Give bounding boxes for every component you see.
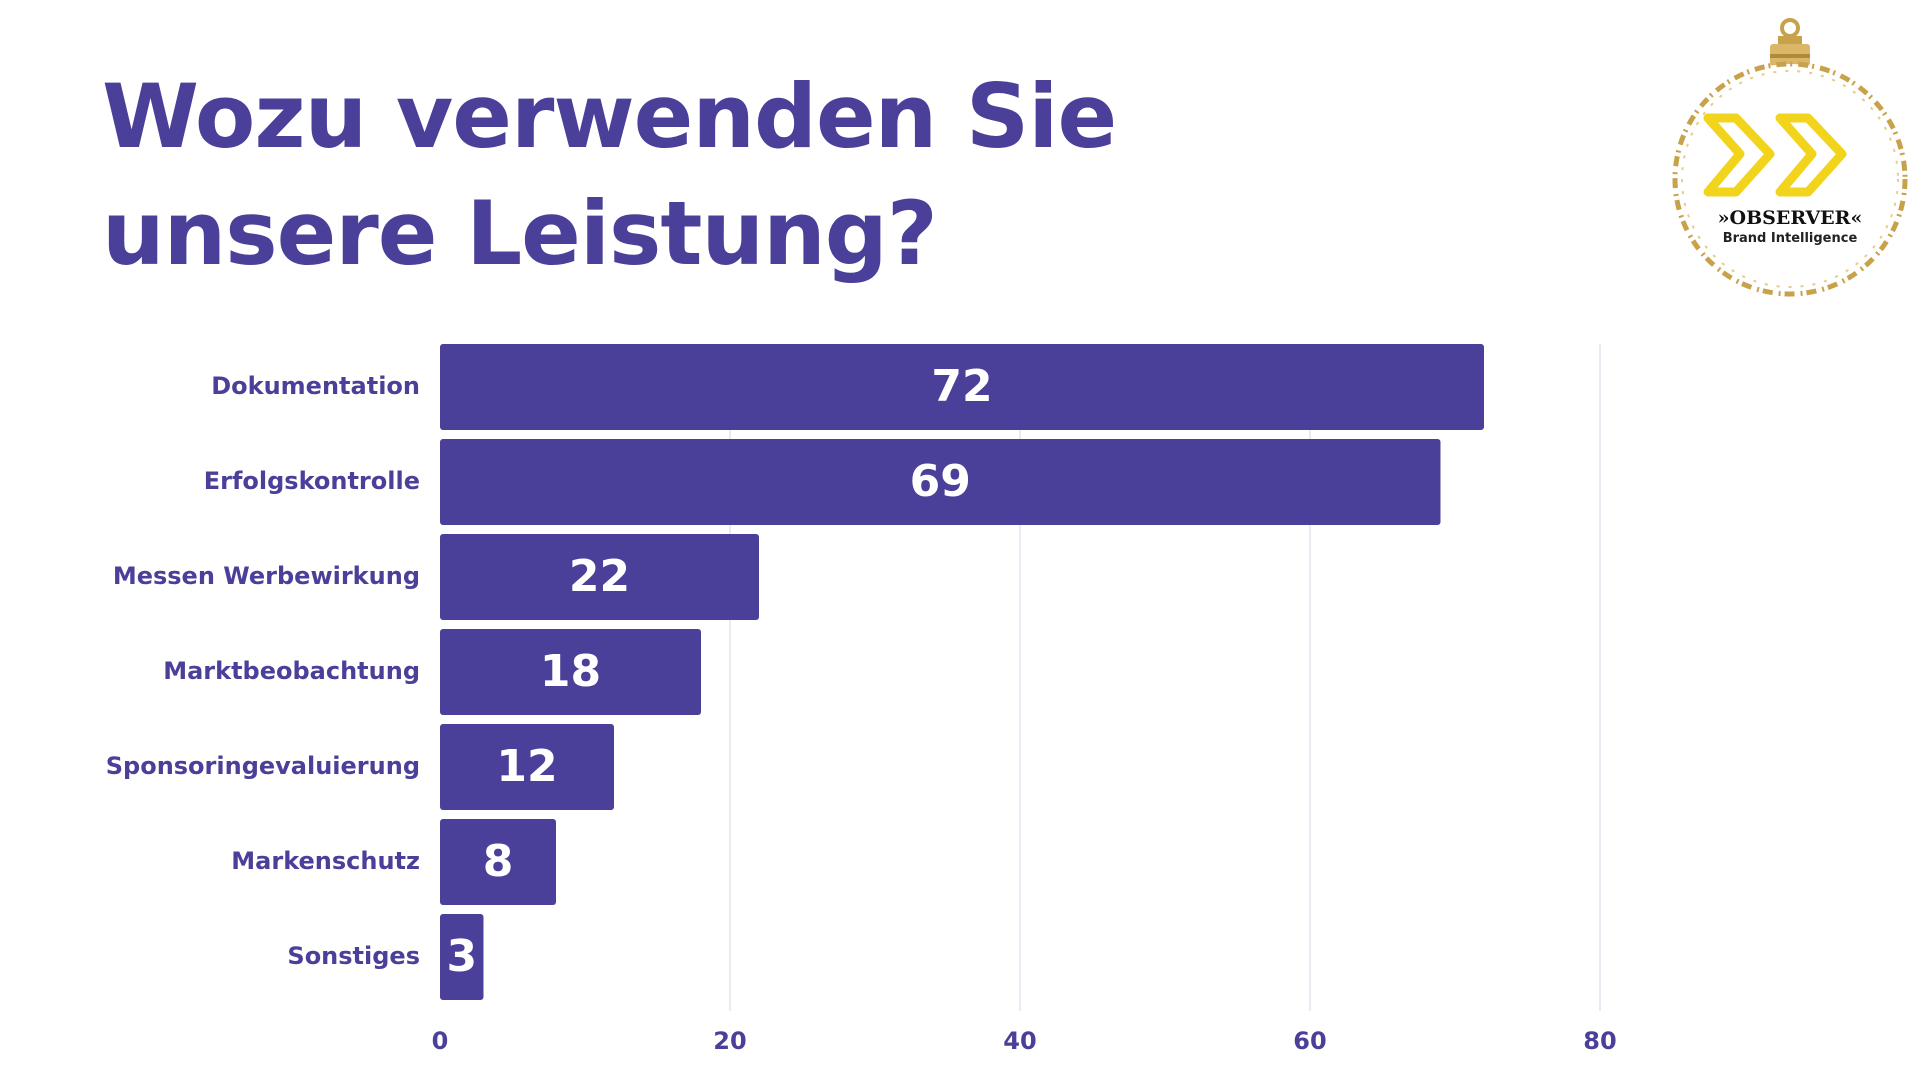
- category-label-1: Erfolgskontrolle: [204, 467, 420, 495]
- logo-name: »OBSERVER«: [1718, 207, 1863, 229]
- data-label-6: 3: [446, 931, 477, 982]
- observer-logo: »OBSERVER« Brand Intelligence: [1672, 18, 1908, 297]
- category-label-4: Sponsoringevaluierung: [106, 752, 420, 780]
- category-label-6: Sonstiges: [287, 942, 420, 970]
- bar-1: [440, 439, 1441, 525]
- data-label-2: 22: [569, 551, 630, 602]
- data-label-4: 12: [496, 741, 557, 792]
- bar-5: [440, 819, 556, 905]
- bar-4: [440, 724, 614, 810]
- data-label-5: 8: [483, 836, 514, 887]
- ornament-hanger-icon: [1770, 18, 1810, 66]
- category-label-0: Dokumentation: [211, 372, 420, 400]
- bar-3: [440, 629, 701, 715]
- data-label-1: 69: [910, 456, 971, 507]
- bar-0: [440, 344, 1484, 430]
- bar-6: [440, 914, 484, 1000]
- x-tick-label-60: 60: [1293, 1027, 1326, 1055]
- x-tick-label-40: 40: [1003, 1027, 1036, 1055]
- x-tick-label-0: 0: [432, 1027, 449, 1055]
- x-tick-label-20: 20: [713, 1027, 746, 1055]
- category-label-2: Messen Werbewirkung: [113, 562, 420, 590]
- double-chevron-icon: [1703, 113, 1847, 197]
- page-title: Wozu verwenden Sie unsere Leistung?: [102, 65, 1117, 285]
- logo-tagline: Brand Intelligence: [1723, 231, 1858, 246]
- category-label-3: Marktbeobachtung: [163, 657, 420, 685]
- data-label-3: 18: [540, 646, 601, 697]
- category-label-5: Markenschutz: [231, 847, 420, 875]
- x-tick-label-80: 80: [1583, 1027, 1616, 1055]
- data-label-0: 72: [931, 361, 992, 412]
- bar-2: [440, 534, 759, 620]
